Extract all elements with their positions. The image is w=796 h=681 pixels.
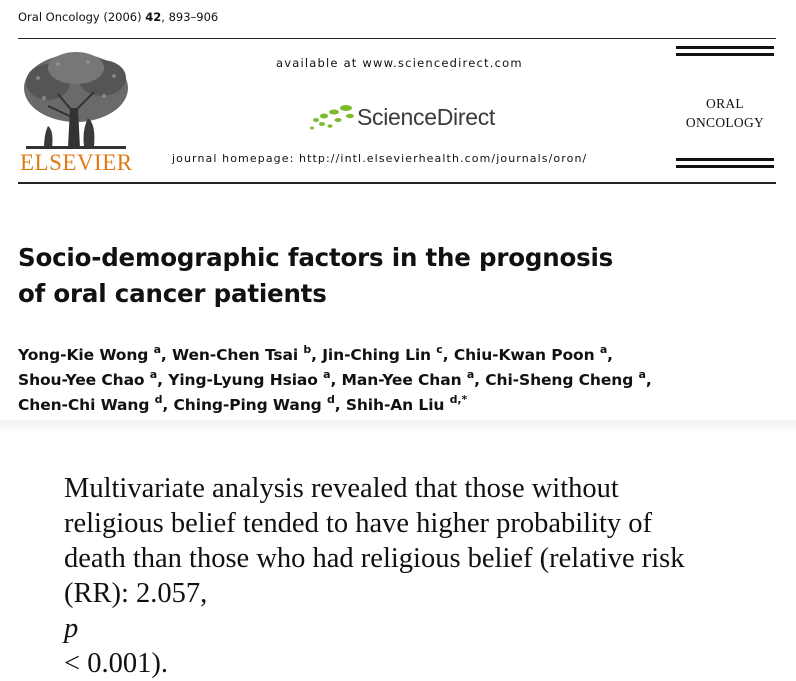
- elsevier-tree-logo: [24, 52, 128, 149]
- sciencedirect-wordmark: ScienceDirect: [357, 104, 495, 130]
- elsevier-wordmark: ELSEVIER: [20, 150, 133, 175]
- author-name: Chen-Chi Wang: [18, 396, 150, 414]
- journal-citation: Oral Oncology (2006) 42, 893–906: [18, 10, 219, 24]
- sciencedirect-dots-icon: [310, 105, 354, 130]
- journal-bars-bottom: [676, 158, 774, 172]
- author-name: Chiu-Kwan Poon: [453, 346, 595, 364]
- journal-name: ORAL ONCOLOGY: [685, 96, 765, 130]
- author-line-1: Yong-Kie Wong a, Wen-Chen Tsai b, Jin-Ch…: [18, 343, 613, 364]
- author-name: Jin-Ching Lin: [322, 346, 431, 364]
- author-name: Wen-Chen Tsai: [172, 346, 299, 364]
- article-title: Socio-demographic factors in the prognos…: [18, 243, 614, 308]
- header-bottom-rule: [18, 182, 776, 184]
- author-name: Ching-Ping Wang: [173, 396, 322, 414]
- author-line-2: Shou-Yee Chao a, Ying-Lyung Hsiao a, Man…: [18, 368, 652, 389]
- excerpt-panel: [0, 430, 796, 658]
- author-name: Man-Yee Chan: [341, 371, 462, 389]
- author-name: Chi-Sheng Cheng: [485, 371, 634, 389]
- availability-text: available at www.sciencedirect.com: [276, 56, 523, 70]
- author-name: Yong-Kie Wong: [18, 346, 149, 364]
- author-name: Shih-An Liu: [345, 396, 445, 414]
- header-top-rule: [18, 38, 776, 39]
- excerpt-quote: Multivariate analysis revealed that thos…: [64, 473, 685, 679]
- journal-bars-top: [676, 46, 774, 60]
- author-name: Ying-Lyung Hsiao: [168, 371, 318, 389]
- author-name: Shou-Yee Chao: [18, 371, 145, 389]
- author-line-3: Chen-Chi Wang d, Ching-Ping Wang d, Shih…: [18, 393, 468, 414]
- journal-homepage-link[interactable]: journal homepage: http://intl.elsevierhe…: [172, 152, 588, 165]
- author-list: Yong-Kie Wong a, Wen-Chen Tsai b, Jin-Ch…: [18, 343, 652, 418]
